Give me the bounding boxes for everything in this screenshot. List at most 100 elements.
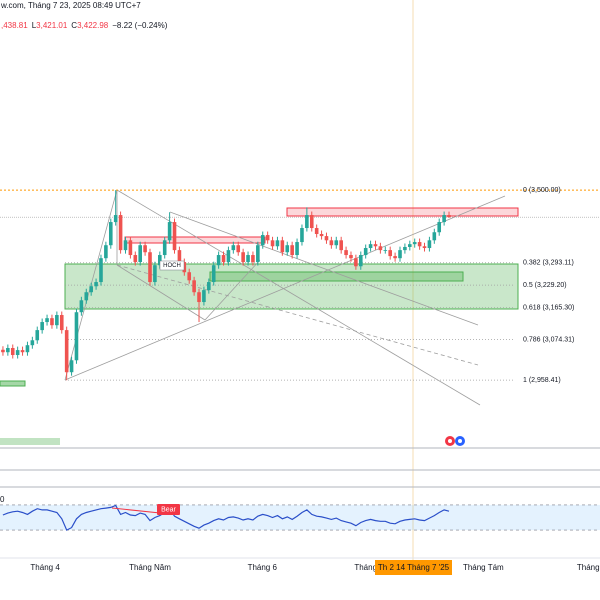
zone-red-small (124, 236, 266, 244)
candle-body (197, 292, 201, 303)
candle-body (118, 215, 123, 251)
fib-label: 0.5 (3,229.20) (523, 282, 567, 289)
candle-body (373, 244, 378, 247)
candle-body (148, 252, 152, 283)
candle-body (265, 235, 270, 241)
candle-body (290, 245, 294, 256)
candle-body (167, 222, 172, 241)
x-tick-label: Tháng (577, 563, 600, 572)
indicator-icons (445, 436, 465, 446)
ohlc-part: 3,421.01 (36, 21, 68, 30)
candle-body (339, 240, 343, 251)
candle-body (35, 330, 40, 341)
candle-body (344, 250, 348, 256)
x-tick-label: Tháng 6 (248, 563, 278, 572)
candle-body (1, 349, 5, 353)
candle-body (412, 242, 417, 245)
candle-body (378, 246, 383, 251)
fib-label: 0.618 (3,165.30) (523, 304, 574, 311)
zone-red (286, 207, 519, 217)
candle-body (59, 315, 64, 331)
candle-body (388, 250, 392, 257)
candle-body (15, 350, 20, 356)
candle-body (383, 250, 388, 251)
candle-body (260, 235, 265, 246)
candle-body (246, 255, 250, 263)
candle-body (158, 255, 162, 266)
candle-body (153, 265, 157, 283)
crosshair-label: Th 2 14 Tháng 7 '25 (378, 563, 450, 572)
candle-body (437, 222, 442, 233)
candle-body (285, 245, 290, 253)
rsi-title: 0 (0, 495, 5, 504)
candle-body (305, 215, 309, 229)
candle-body (40, 322, 44, 331)
candle-body (162, 240, 167, 256)
candle-body (6, 348, 10, 353)
candle-body (422, 246, 427, 249)
zone-left (0, 380, 26, 387)
candle-body (20, 350, 25, 353)
candle-body (241, 252, 245, 263)
candle-body (432, 232, 437, 241)
candle-body (363, 248, 368, 256)
header-ohlc: ,438.81 L3,421.01 C3,422.98 −8.22 (−0.24%) (1, 21, 168, 30)
zone-green-small (209, 271, 464, 282)
candle-body (314, 228, 319, 234)
fib-label: 1 (2,958.41) (523, 377, 561, 384)
candle-body (177, 250, 182, 263)
candle-body (368, 244, 373, 249)
candle-body (30, 340, 35, 346)
annotation-box (159, 260, 185, 271)
ohlc-part: 3,422.98 (77, 21, 109, 30)
candle-body (211, 265, 216, 283)
candle-body (128, 240, 133, 256)
candle-body (275, 240, 280, 247)
candle-body (79, 300, 84, 313)
rsi-band (0, 504, 600, 531)
divergence-line (111, 507, 161, 514)
candle-body (89, 286, 93, 293)
candle-body (104, 245, 108, 259)
candle-body (207, 282, 211, 291)
x-tick-label: Tháng (354, 563, 377, 572)
candle-body (393, 256, 397, 259)
candle-body (74, 312, 79, 361)
annotation: HOCH (163, 263, 181, 269)
candle-body (231, 245, 236, 251)
ohlc-part: L (32, 21, 37, 30)
fib-label: 0.382 (3,293.11) (523, 260, 574, 267)
candle-body (256, 245, 260, 263)
candle-body (50, 318, 54, 326)
candle-body (408, 244, 412, 247)
fib-label: 0.786 (3,074.31) (523, 336, 574, 343)
candle-body (398, 250, 402, 259)
candle-body (94, 282, 98, 287)
ohlc-part: C (71, 21, 77, 30)
candle-body (123, 240, 128, 251)
rsi-line (2, 504, 450, 531)
candle-body (99, 258, 103, 283)
candle-body (319, 233, 324, 237)
candle-body (108, 222, 113, 246)
candle-body (251, 255, 255, 263)
candle-body (202, 290, 206, 303)
candle-body (133, 255, 138, 263)
candle-body (309, 215, 314, 229)
candle-body (69, 360, 74, 373)
candle-body (329, 240, 334, 246)
candle-body (447, 215, 451, 218)
candle-body (10, 348, 15, 356)
x-tick-label: Tháng Năm (129, 563, 171, 572)
candle-body (442, 215, 446, 223)
header-title: w.com, Tháng 7 23, 2025 08:49 UTC+7 (0, 1, 141, 10)
x-tick-label: Tháng 4 (30, 563, 60, 572)
annotation-box (157, 504, 180, 515)
candle-body (403, 246, 407, 251)
candle-body (295, 242, 299, 256)
candle-body (143, 245, 147, 253)
candle-body (349, 255, 353, 259)
candle-body (427, 240, 432, 249)
candle-body (280, 240, 285, 253)
